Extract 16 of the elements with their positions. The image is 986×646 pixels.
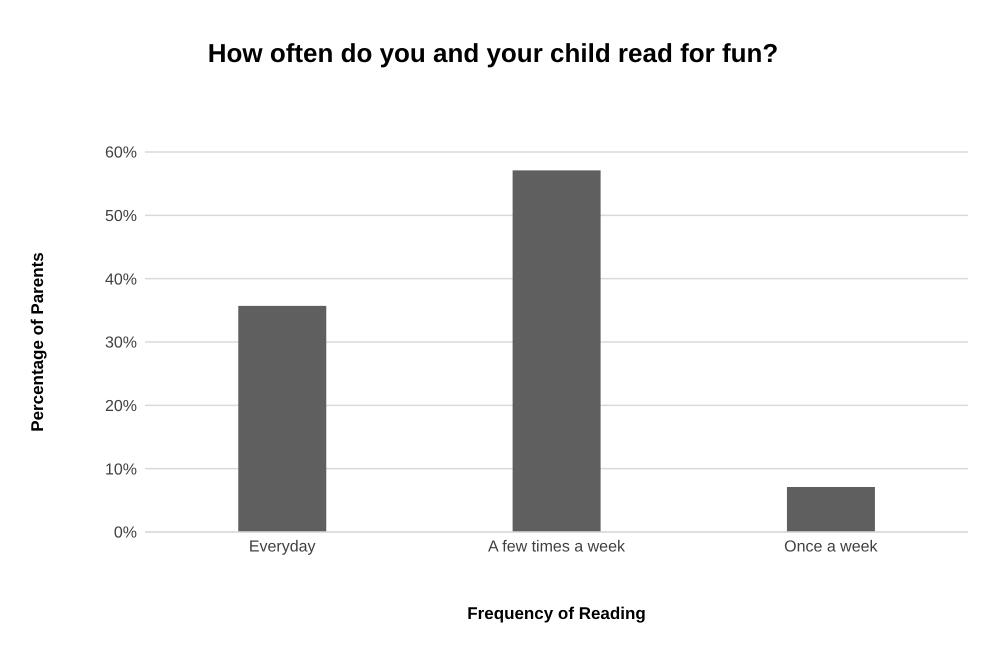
y-tick-label: 20% xyxy=(104,398,137,416)
y-tick-label: 0% xyxy=(114,524,137,542)
y-tick-label: 40% xyxy=(104,271,137,288)
y-tick-label: 50% xyxy=(104,208,137,226)
bar xyxy=(786,487,875,532)
chart-title: How often do you and your child read for fun? xyxy=(206,38,780,69)
bar xyxy=(238,306,326,532)
x-tick-label: Once a week xyxy=(784,538,879,556)
bar xyxy=(512,170,601,532)
y-tick-label: 60% xyxy=(104,144,137,162)
y-axis-title: Percentage of Parents xyxy=(28,252,48,432)
x-tick-label: Everyday xyxy=(248,538,316,556)
x-axis-title: Frequency of Reading xyxy=(466,604,647,624)
y-tick-label: 10% xyxy=(104,461,137,478)
x-tick-label: A few times a week xyxy=(488,538,626,556)
y-tick-label: 30% xyxy=(104,334,137,352)
